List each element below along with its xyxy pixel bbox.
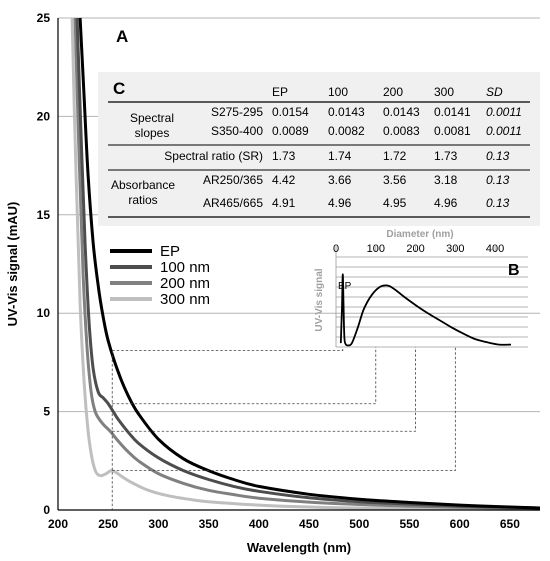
connector-200-nm: [112, 347, 416, 432]
connector-100-nm: [112, 347, 377, 405]
table-cell: 3.56: [383, 173, 407, 187]
table-group-label: ratios: [128, 193, 157, 207]
table-cell: 0.13: [486, 173, 510, 187]
y-tick-label: 25: [37, 11, 51, 25]
table-cell: 4.42: [272, 173, 296, 187]
table-row-label: S275-295: [211, 105, 263, 119]
y-tick-label: 15: [37, 208, 51, 222]
table-group-label: Absorbance: [111, 178, 175, 192]
inset-x-tick-labels: 0 100 200 300 400: [333, 243, 504, 255]
inset-x-tick-label: 200: [406, 243, 424, 255]
table-group-label: slopes: [135, 126, 170, 140]
inset-x-tick-label: 100: [367, 243, 385, 255]
table-column-header: 300: [434, 85, 454, 99]
inset-x-tick-label: 0: [333, 243, 339, 255]
table-cell: 4.96: [434, 196, 458, 210]
x-tick-label: 300: [148, 517, 168, 531]
series-line-100-nm: [75, 17, 541, 510]
x-tick-label: 550: [399, 517, 419, 531]
y-axis-title: UV-Vis signal (mAU): [5, 202, 20, 327]
table-row-label: Spectral ratio (SR): [164, 149, 263, 163]
table-cell: 1.73: [272, 149, 296, 163]
table-column-header: 100: [328, 85, 348, 99]
connector-lines: [111, 347, 456, 510]
table-cell: 0.0011: [486, 124, 522, 138]
legend-label: 300 nm: [160, 291, 210, 308]
table-cell: 0.0154: [272, 105, 309, 119]
x-tick-label: 450: [299, 517, 319, 531]
x-tick-label: 200: [48, 517, 68, 531]
legend-label: EP: [160, 243, 180, 260]
table-cell: 1.72: [383, 149, 407, 163]
inset-gridlines: [335, 246, 528, 348]
table-cell: 0.0141: [434, 105, 471, 119]
main-chart-series: [70, 17, 541, 511]
table-cell: 0.13: [486, 196, 510, 210]
table-cell: 0.0082: [328, 124, 365, 138]
data-table: EP 100 200 300 SD S275-295 0.0154 0.0143 0.0143 0…: [108, 85, 530, 218]
x-tick-label: 650: [500, 517, 520, 531]
table-cell: 0.0011: [486, 105, 522, 119]
table-cell: 0.0083: [383, 124, 420, 138]
x-tick-label: 250: [98, 517, 118, 531]
series-line-300-nm: [70, 17, 541, 511]
table-cell: 0.13: [486, 149, 510, 163]
table-column-header: EP: [272, 85, 288, 99]
y-tick-label: 0: [43, 503, 50, 517]
table-cell: 0.0143: [383, 105, 420, 119]
legend-label: 200 nm: [160, 275, 210, 292]
series-line-EP: [78, 17, 541, 510]
connector-300-nm: [112, 347, 456, 472]
table-column-header: SD: [486, 85, 503, 99]
x-tick-label: 350: [199, 517, 219, 531]
y-tick-label: 20: [37, 109, 51, 123]
main-chart-axes: [57, 18, 540, 511]
table-row-label: S350-400: [211, 124, 263, 138]
inset-size-distribution-line: [339, 273, 512, 347]
inset-x-tick-label: 400: [486, 243, 504, 255]
table-panel-c: C EP 100 200 300 SD S275-295 0.0154 0.0143 0.014…: [98, 72, 540, 226]
table-cell: 4.96: [328, 196, 352, 210]
x-tick-label: 600: [450, 517, 470, 531]
table-row-label: AR250/365: [203, 173, 263, 187]
series-line-200-nm: [73, 17, 541, 510]
inset-ep-label: EP: [338, 281, 352, 292]
table-cell: 4.91: [272, 196, 296, 210]
x-axis-title: Wavelength (nm): [247, 540, 351, 555]
panel-label-c: C: [113, 79, 125, 98]
table-cell: 3.66: [328, 173, 352, 187]
x-tick-label: 500: [349, 517, 369, 531]
table-cell: 1.73: [434, 149, 458, 163]
table-cell: 0.0081: [434, 124, 471, 138]
y-tick-label: 10: [37, 306, 51, 320]
connector-EP: [112, 347, 344, 351]
table-row-label: AR465/665: [203, 196, 263, 210]
table-column-header: 200: [383, 85, 403, 99]
table-cell: 0.0089: [272, 124, 309, 138]
table-group-label: Spectral: [130, 111, 174, 125]
y-tick-labels: 0 5 10 15 20 25: [37, 11, 51, 517]
table-cell: 0.0143: [328, 105, 365, 119]
panel-label-b: B: [508, 262, 520, 279]
table-background: [98, 72, 540, 226]
inset-y-axis-title: UV-Vis signal: [314, 268, 325, 331]
panel-label-a: A: [116, 27, 128, 46]
table-cell: 4.95: [383, 196, 407, 210]
inset-x-tick-label: 300: [446, 243, 464, 255]
legend-label: 100 nm: [160, 259, 210, 276]
x-tick-labels: 200 250 300 350 400 450 500 550 600 650: [48, 517, 520, 531]
y-tick-label: 5: [43, 405, 50, 419]
inset-axis-title: Diameter (nm): [386, 229, 453, 240]
x-tick-label: 400: [249, 517, 269, 531]
inset-panel-b: 0 100 200 300 400 Diameter (nm) UV-Vis signa…: [314, 229, 528, 348]
table-cell: 1.74: [328, 149, 352, 163]
table-cell: 3.18: [434, 173, 458, 187]
